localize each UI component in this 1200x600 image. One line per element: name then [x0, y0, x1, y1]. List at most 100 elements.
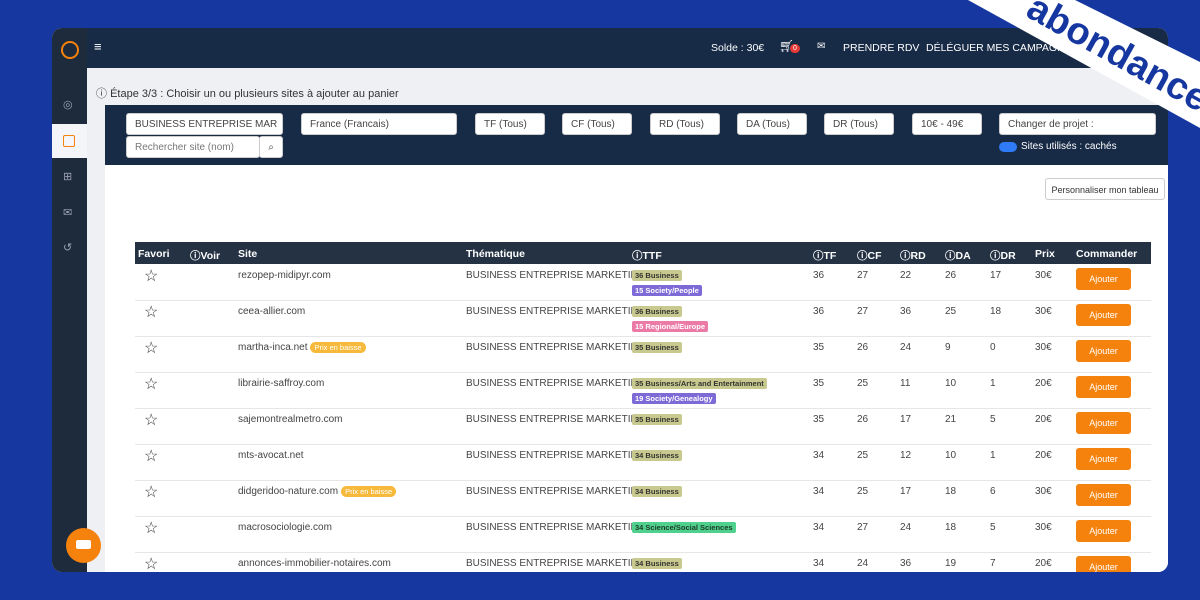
step-info: ⓘ Étape 3/3 : Choisir un ou plusieurs si… — [96, 88, 399, 100]
column-name[interactable]: RD — [910, 250, 926, 262]
metric-dr: 0 — [990, 342, 996, 353]
metric-rd: 17 — [900, 414, 912, 425]
filter-select[interactable]: CF (Tous) — [562, 113, 632, 135]
filter-select[interactable]: DR (Tous) — [824, 113, 894, 135]
column-name[interactable]: Thématique — [466, 248, 525, 260]
ttf-tag: 36 Business — [632, 306, 682, 317]
sidebar-icon[interactable]: ✉ — [63, 207, 73, 219]
column-header: ⓘVoir — [190, 250, 221, 262]
column-header: ⓘCF — [857, 250, 882, 262]
chat-button[interactable] — [66, 528, 101, 563]
column-header: Site — [238, 248, 257, 260]
favorite-star[interactable]: ☆ — [144, 448, 159, 465]
column-name[interactable]: TTF — [642, 250, 662, 262]
sidebar-icon[interactable]: ↺ — [63, 242, 73, 254]
column-header: Thématique — [466, 248, 525, 260]
row-divider — [135, 336, 1151, 337]
add-button[interactable]: Ajouter — [1076, 412, 1131, 434]
rdv-link[interactable]: PRENDRE RDV — [843, 42, 920, 54]
favorite-star[interactable]: ☆ — [144, 340, 159, 357]
metric-rd: 22 — [900, 270, 912, 281]
column-name[interactable]: CF — [867, 250, 882, 262]
metric-dr: 6 — [990, 486, 996, 497]
filter-select[interactable]: DA (Tous) — [737, 113, 807, 135]
add-button[interactable]: Ajouter — [1076, 304, 1131, 326]
metric-dr: 5 — [990, 414, 996, 425]
content-card: BUSINESS ENTREPRISE MAR France (Francais)… — [105, 105, 1168, 572]
site-url: martha-inca.net — [238, 342, 308, 353]
sidebar-icon[interactable]: ◎ — [63, 99, 73, 111]
menu-icon[interactable]: ≡ — [94, 39, 102, 54]
app-window: ◎ ⊞ ✉ ↺ ≡ Solde : 30€ 🛒︎ 0 ✉ PRENDRE RDV… — [52, 28, 1168, 572]
favorite-star[interactable]: ☆ — [144, 520, 159, 537]
add-button[interactable]: Ajouter — [1076, 340, 1131, 362]
sidebar-active[interactable] — [52, 124, 87, 158]
add-button[interactable]: Ajouter — [1076, 376, 1131, 398]
favorite-star[interactable]: ☆ — [144, 304, 159, 321]
filter-select[interactable]: Changer de projet : — [999, 113, 1156, 135]
metric-tf: 34 — [813, 558, 825, 569]
metric-prix: 30€ — [1035, 522, 1052, 533]
metric-prix: 20€ — [1035, 558, 1052, 569]
column-header: Prix — [1035, 248, 1055, 260]
ttf-tag: 34 Business — [632, 450, 682, 461]
metric-rd: 17 — [900, 486, 912, 497]
price-drop-badge: Prix en baisse — [341, 486, 397, 497]
favorite-star[interactable]: ☆ — [144, 268, 159, 285]
topbar: ≡ Solde : 30€ 🛒︎ 0 ✉ PRENDRE RDV DÉLÉGUE… — [87, 28, 1168, 68]
filter-select[interactable]: 10€ - 49€ — [912, 113, 982, 135]
column-name[interactable]: Voir — [200, 250, 221, 262]
metric-prix: 20€ — [1035, 450, 1052, 461]
metric-prix: 30€ — [1035, 342, 1052, 353]
column-name[interactable]: Prix — [1035, 248, 1055, 260]
delegate-link[interactable]: DÉLÉGUER MES CAMPAGNES — [926, 42, 1079, 54]
price-drop-badge: Prix en baisse — [310, 342, 366, 353]
favorite-star[interactable]: ☆ — [144, 376, 159, 393]
column-name[interactable]: TF — [823, 250, 837, 262]
add-button[interactable]: Ajouter — [1076, 268, 1131, 290]
thematique: BUSINESS ENTREPRISE MARKETING — [466, 342, 646, 353]
filter-select[interactable]: TF (Tous) — [475, 113, 545, 135]
filter-select[interactable]: RD (Tous) — [650, 113, 720, 135]
metric-dr: 18 — [990, 306, 1002, 317]
filter-select[interactable]: BUSINESS ENTREPRISE MAR — [126, 113, 283, 135]
sidebar: ◎ ⊞ ✉ ↺ — [52, 28, 87, 572]
add-button[interactable]: Ajouter — [1076, 520, 1131, 542]
site-name: macrosociologie.com — [238, 522, 332, 533]
row-divider — [135, 552, 1151, 553]
metric-da: 18 — [945, 522, 957, 533]
favorite-star[interactable]: ☆ — [144, 484, 159, 501]
ttf-tag: 34 Business — [632, 558, 682, 569]
column-header: Favori — [138, 248, 170, 260]
search-button[interactable]: ⌕ — [259, 136, 283, 158]
column-name[interactable]: Site — [238, 248, 258, 260]
thematique: BUSINESS ENTREPRISE MARKETING — [466, 522, 646, 533]
metric-prix: 20€ — [1035, 414, 1052, 425]
filter-select[interactable]: France (Francais) — [301, 113, 457, 135]
favorite-star[interactable]: ☆ — [144, 412, 159, 429]
thematique: BUSINESS ENTREPRISE MARKETING — [466, 558, 646, 569]
mail-icon[interactable]: ✉ — [817, 41, 826, 52]
column-name[interactable]: Favori — [138, 248, 170, 260]
column-name[interactable]: DR — [1000, 250, 1016, 262]
metric-cf: 27 — [857, 270, 869, 281]
add-button[interactable]: Ajouter — [1076, 556, 1131, 572]
metric-rd: 24 — [900, 522, 912, 533]
add-button[interactable]: Ajouter — [1076, 484, 1131, 506]
ttf-tag: 15 Regional/Europe — [632, 321, 709, 332]
column-name[interactable]: DA — [955, 250, 971, 262]
metric-cf: 24 — [857, 558, 869, 569]
customize-button[interactable]: Personnaliser mon tableau — [1045, 178, 1165, 200]
ttf-tag: 19 Society/Genealogy — [632, 393, 716, 404]
column-header: ⓘTF — [813, 250, 837, 262]
sites-toggle-label: Sites utilisés : cachés — [1021, 141, 1117, 152]
add-button[interactable]: Ajouter — [1076, 448, 1131, 470]
toggle[interactable] — [999, 142, 1017, 152]
site-name: sajemontrealmetro.com — [238, 414, 342, 425]
favorite-star[interactable]: ☆ — [144, 556, 159, 572]
sidebar-icon[interactable]: ⊞ — [63, 171, 73, 183]
metric-tf: 34 — [813, 522, 825, 533]
column-name[interactable]: Commander — [1076, 248, 1138, 260]
thematique: BUSINESS ENTREPRISE MARKETING — [466, 378, 646, 389]
column-header: ⓘDR — [990, 250, 1016, 262]
